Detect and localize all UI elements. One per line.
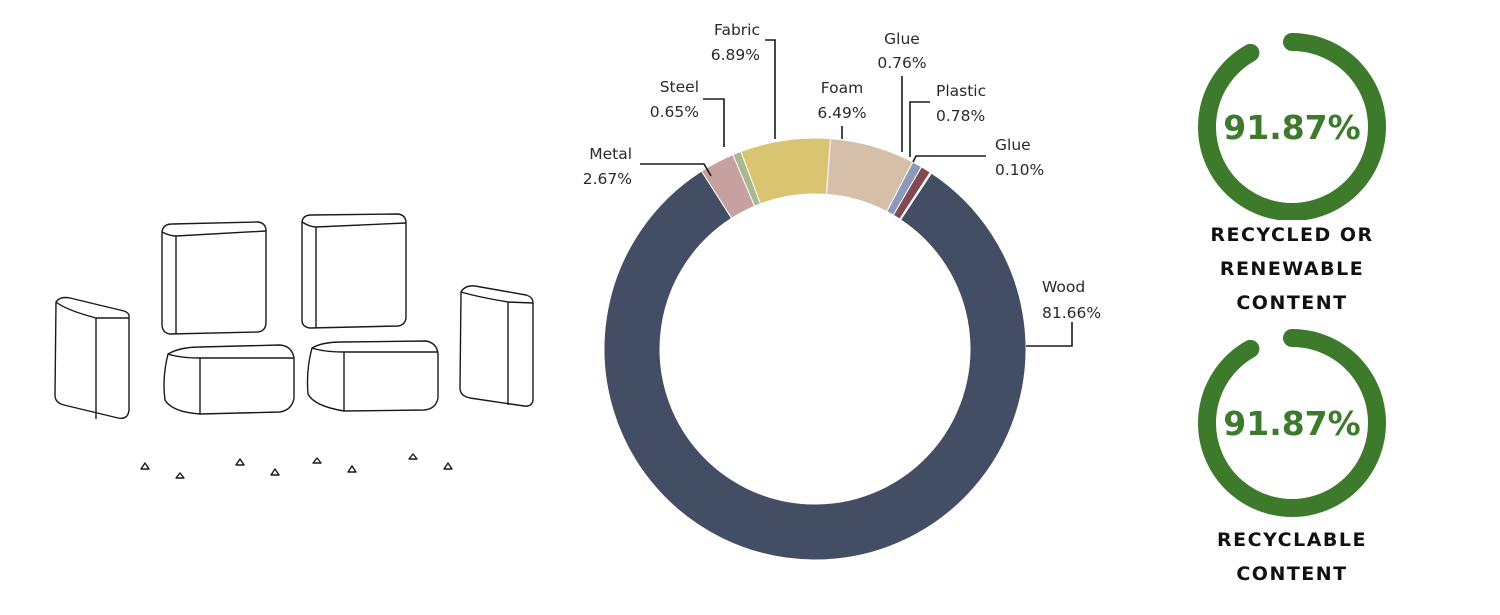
gauge-value: 91.87% [1223, 108, 1360, 147]
donut-slice-glue-7 [899, 171, 933, 221]
gauge-arc [1198, 33, 1386, 220]
slice-label-metal-1: Metal [589, 145, 632, 163]
recycled-renewable-gauge: 91.87% RECYCLED OR RENEWABLE CONTENT [1142, 20, 1442, 320]
slice-value-foam-4: 6.49% [817, 104, 866, 122]
slice-label-wood-0: Wood [1042, 278, 1085, 296]
gauge-caption-line-1: RECYCLABLE [1217, 529, 1367, 551]
leader-line-plastic-6 [909, 101, 930, 157]
sofa-modules-illustration [54, 213, 534, 479]
gauge-arc [1198, 329, 1386, 517]
slice-label-glue-7: Glue [995, 136, 1031, 154]
gauge-value: 91.87% [1223, 404, 1360, 443]
slice-label-fabric-3: Fabric [714, 21, 760, 39]
slice-value-glue-7: 0.10% [995, 161, 1044, 179]
gauge-caption-line-2: CONTENT [1236, 563, 1348, 585]
slice-value-metal-1: 2.67% [583, 170, 632, 188]
slice-value-fabric-3: 6.89% [711, 46, 760, 64]
leader-line-glue-7 [912, 155, 986, 163]
slice-value-glue-5: 0.76% [877, 54, 926, 72]
slice-value-plastic-6: 0.78% [936, 107, 985, 125]
slice-label-steel-2: Steel [660, 78, 699, 96]
slice-label-plastic-6: Plastic [936, 82, 986, 100]
leader-line-metal-1 [640, 163, 712, 177]
leader-line-fabric-3 [765, 39, 776, 139]
gauge-caption-line-1: RECYCLED OR RENEWABLE [1210, 224, 1374, 280]
leader-line-steel-2 [703, 98, 725, 147]
slice-label-glue-5: Glue [884, 30, 920, 48]
slice-value-wood-0: 81.66% [1042, 304, 1101, 322]
leader-line-wood-0 [1026, 322, 1073, 347]
slice-value-steel-2: 0.65% [650, 103, 699, 121]
donut-slice-wood-0 [603, 170, 1027, 561]
recyclable-gauge: 91.87% RECYCLABLE CONTENT [1142, 325, 1442, 591]
gauge-caption-line-2: CONTENT [1236, 292, 1348, 314]
slice-label-foam-4: Foam [821, 79, 863, 97]
materials-donut-chart: Wood 81.66% Metal 2.67% Steel 0.65% Fabric 6.89… [583, 21, 1101, 561]
